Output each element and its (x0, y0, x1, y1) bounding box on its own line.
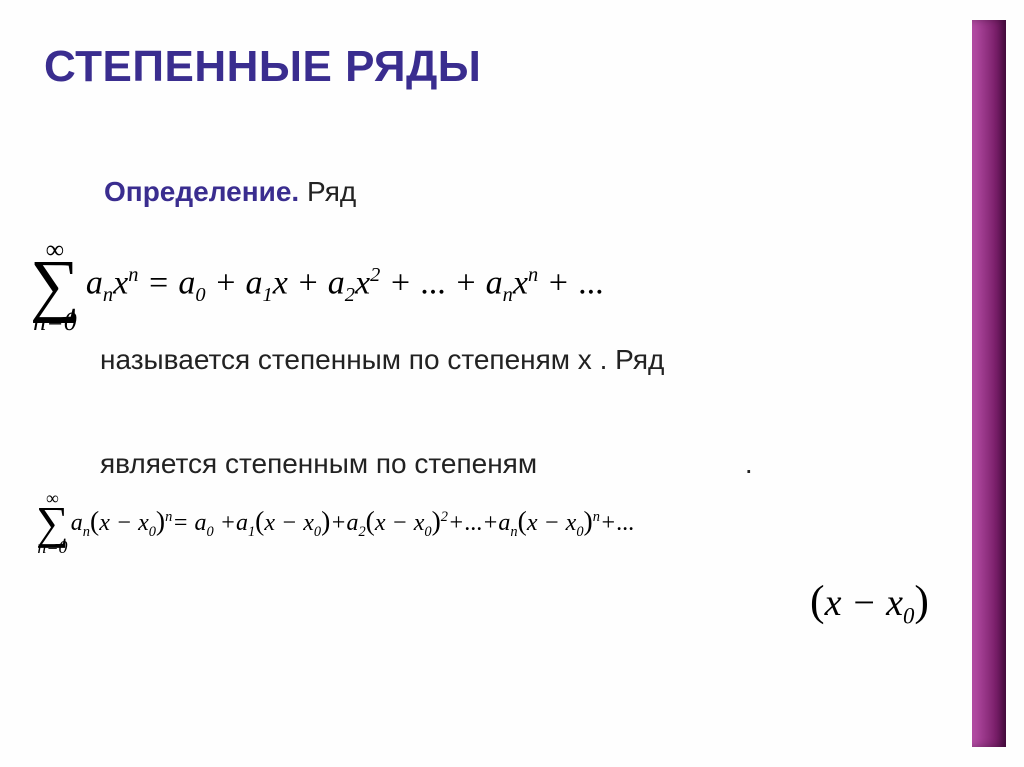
line-2: называется степенным по степеням x . Ряд (100, 344, 664, 376)
sigma-icon: ∑ (30, 265, 80, 307)
slide: СТЕПЕННЫЕ РЯДЫ Определение. Ряд ∞ ∑ n=0 … (0, 0, 1024, 767)
eq1-body: anxn = a0 + a1x + a2x2 + ... + anxn + ..… (86, 264, 604, 307)
sigma2-icon: ∑ (36, 509, 69, 537)
accent-bar (972, 20, 1006, 747)
eq2-body: an(x − x0)n= a0 +a1(x − x0)+a2(x − x0)2+… (71, 505, 634, 541)
definition-line: Определение. Ряд (104, 176, 356, 208)
sum-lower: n=0 (33, 307, 77, 337)
formula-1: ∞ ∑ n=0 anxn = a0 + a1x + a2x2 + ... + a… (30, 235, 604, 337)
definition-label: Определение. (104, 176, 299, 207)
formula-2: ∞ ∑ n=0 an(x − x0)n= a0 +a1(x − x0)+a2(x… (36, 488, 634, 558)
tail-expression: (x − x0) (810, 576, 929, 630)
sum2-lower: n=0 (37, 537, 67, 558)
definition-word: Ряд (299, 176, 356, 207)
slide-title: СТЕПЕННЫЕ РЯДЫ (44, 42, 481, 92)
line-3: является степенным по степеням . (100, 448, 753, 480)
